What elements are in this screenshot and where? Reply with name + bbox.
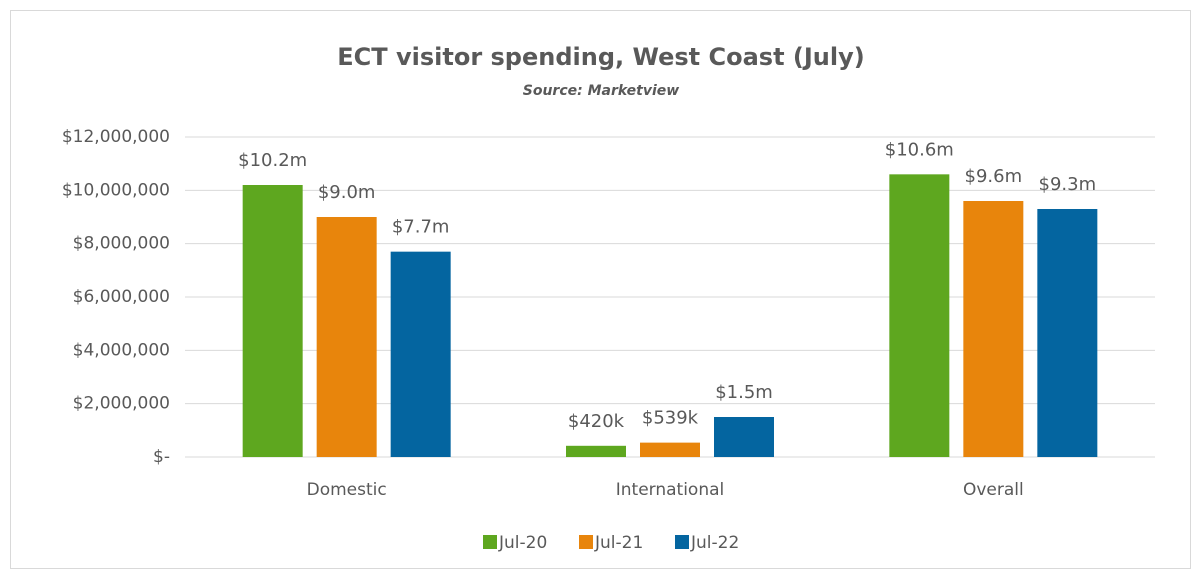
legend-swatch [675, 535, 689, 549]
chart-subtitle: Source: Marketview [523, 83, 680, 99]
bar [316, 217, 377, 457]
bar [1037, 209, 1098, 457]
bar [242, 185, 303, 457]
bar [714, 417, 774, 457]
y-tick-label: $6,000,000 [73, 287, 170, 307]
data-label: $9.6m [965, 166, 1023, 187]
data-label: $10.2m [238, 150, 307, 171]
legend-swatch [579, 535, 593, 549]
data-label: $1.5m [715, 382, 773, 403]
y-tick-label: $- [153, 447, 170, 467]
bar [889, 174, 950, 458]
legend-swatch [483, 535, 497, 549]
bar [640, 442, 700, 457]
y-tick-label: $2,000,000 [73, 394, 170, 414]
bar [566, 445, 626, 457]
y-tick-label: $8,000,000 [73, 234, 170, 254]
y-tick-label: $4,000,000 [73, 340, 170, 360]
chart-title: ECT visitor spending, West Coast (July) [337, 43, 864, 71]
data-label: $539k [642, 408, 699, 429]
bar [390, 251, 451, 457]
legend-label: Jul-22 [690, 533, 739, 553]
data-label: $9.3m [1039, 174, 1097, 195]
y-tick-label: $10,000,000 [62, 180, 170, 200]
data-label: $10.6m [885, 139, 954, 160]
legend-label: Jul-20 [498, 533, 547, 553]
data-label: $9.0m [318, 182, 376, 203]
data-label: $420k [568, 411, 625, 432]
bar [963, 201, 1024, 457]
x-tick-label: International [616, 480, 725, 500]
y-tick-label: $12,000,000 [62, 127, 170, 147]
legend-label: Jul-21 [594, 533, 643, 553]
x-tick-label: Domestic [307, 480, 387, 500]
data-label: $7.7m [392, 217, 450, 238]
x-tick-label: Overall [963, 480, 1024, 500]
